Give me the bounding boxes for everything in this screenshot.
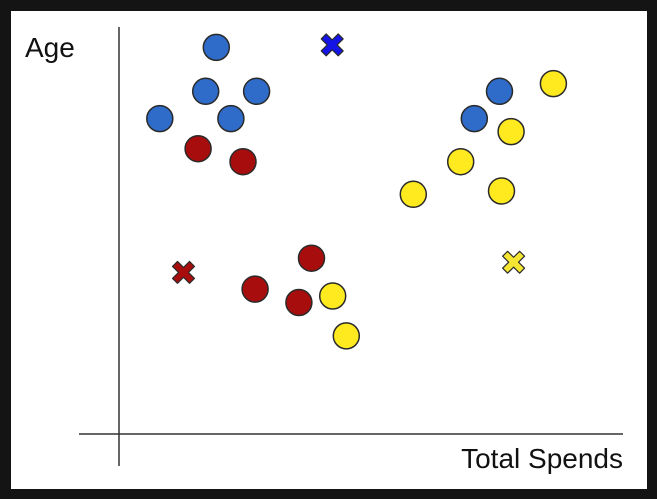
red-data-point (184, 134, 212, 163)
yellow-data-point (318, 282, 347, 310)
x-axis-label: Total Spends (461, 443, 623, 474)
scatter-chart: Age Total Spends (25, 27, 623, 474)
red-data-point (229, 147, 257, 176)
cluster-centroids (171, 33, 526, 284)
yellow-data-point (539, 69, 568, 98)
yellow-data-point (487, 177, 516, 205)
y-axis-label: Age (25, 32, 75, 63)
blue-data-point (146, 104, 174, 133)
yellow-data-point (399, 180, 428, 209)
yellow-centroid-marker (502, 250, 526, 274)
blue-data-point (191, 77, 220, 106)
blue-data-point (217, 104, 245, 133)
yellow-data-point (332, 322, 361, 350)
chart-canvas: Age Total Spends (11, 11, 647, 489)
red-data-point (285, 288, 313, 317)
blue-data-point (485, 77, 514, 106)
blue-data-point (202, 33, 231, 62)
red-centroid-marker (171, 260, 196, 284)
yellow-data-point (497, 117, 525, 146)
yellow-data-point (446, 147, 475, 176)
data-points (146, 33, 568, 350)
red-data-point (241, 275, 269, 303)
blue-centroid-marker (320, 33, 344, 57)
red-data-point (297, 244, 326, 272)
blue-data-point (460, 104, 489, 133)
blue-data-point (242, 77, 271, 106)
